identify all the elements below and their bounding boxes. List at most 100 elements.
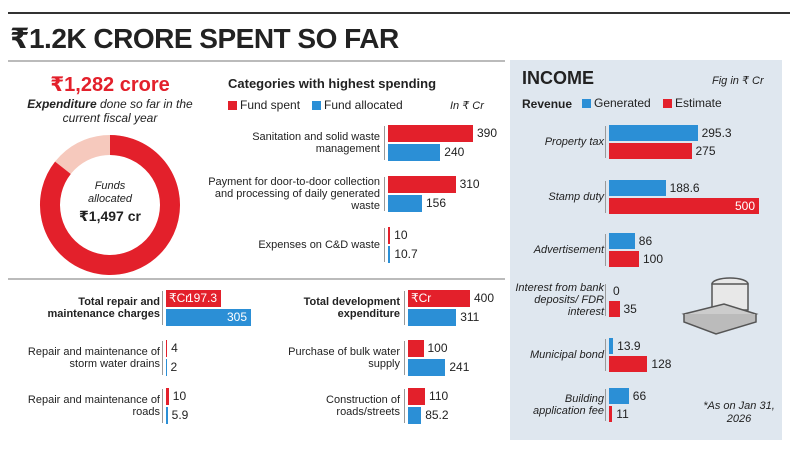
category-label: Expenses on C&D waste [258, 239, 380, 251]
legend-label: Fund spent [240, 98, 301, 112]
bar [609, 143, 692, 159]
separator [162, 291, 163, 325]
panel-income [510, 60, 782, 440]
separator [384, 177, 385, 211]
separator [605, 339, 606, 371]
value-label: 156 [426, 196, 447, 210]
value-label: 5.9 [171, 408, 189, 422]
bar [166, 309, 251, 326]
coins-icon [681, 277, 759, 335]
unit-tag: ₹Cr [169, 291, 190, 305]
chart-title: Categories with highest spending [228, 76, 437, 91]
legend-label: Fund allocated [324, 98, 403, 112]
category-label: Stamp duty [548, 191, 604, 203]
bar [609, 338, 614, 354]
caption-bold: Expenditure [27, 97, 97, 111]
value-label: 10 [172, 389, 187, 403]
value-label: 275 [695, 144, 716, 158]
value-label: 128 [651, 357, 672, 371]
bar [388, 176, 456, 193]
bar [388, 144, 441, 161]
category-label: Total repair and maintenance charges [47, 296, 161, 320]
page-title: ₹1.2K CRORE SPENT SO FAR [10, 23, 399, 54]
separator [605, 181, 606, 213]
bar [609, 251, 639, 267]
separator [404, 341, 405, 375]
bar [408, 388, 426, 405]
unit: In ₹ Cr [450, 100, 484, 112]
caption: Expenditure done so far in the current f… [25, 97, 195, 125]
value-label: 100 [643, 252, 664, 266]
legend-swatch [312, 101, 321, 110]
bar [166, 340, 168, 357]
bar [388, 125, 473, 142]
bar [408, 340, 424, 357]
bar [166, 407, 168, 424]
category-label: Purchase of bulk water supply [288, 346, 400, 370]
note: *As on Jan 31, 2026 [703, 400, 775, 425]
bar [609, 301, 620, 317]
value-label: 4 [171, 341, 178, 355]
income-title: INCOME [522, 68, 594, 88]
panel-bottom-left [8, 278, 505, 440]
value-label: 11 [616, 407, 629, 421]
category-label: Building application fee [533, 393, 604, 417]
value-label: 86 [638, 234, 653, 248]
bar [388, 227, 391, 244]
value-label: 305 [227, 310, 248, 324]
caption-text: done so far in the current fiscal year [62, 97, 193, 125]
separator [162, 389, 163, 423]
panel-top-left [8, 60, 505, 272]
unit-tag: ₹Cr [411, 291, 432, 305]
category-label: Sanitation and solid waste management [252, 131, 380, 155]
legend-swatch [582, 99, 591, 108]
value-label: 13.9 [617, 339, 641, 353]
value-label: 66 [632, 389, 647, 403]
legend-label: Generated [594, 96, 651, 110]
value-label: 35 [623, 302, 637, 316]
center-text: Funds allocated [87, 180, 133, 205]
category-label: Property tax [544, 136, 604, 148]
legend-swatch [663, 99, 672, 108]
legend-title: Revenue [522, 97, 573, 111]
separator [605, 126, 606, 158]
value-label: 10.7 [394, 247, 418, 261]
bar [609, 406, 613, 422]
donut [40, 135, 180, 275]
separator [605, 284, 606, 316]
value-label: 500 [735, 199, 756, 213]
bar [166, 388, 169, 405]
bar [388, 195, 422, 212]
value-label: 311 [460, 310, 480, 324]
separator [404, 291, 405, 325]
value-label: 197.3 [186, 291, 218, 305]
bar [166, 359, 167, 376]
separator [605, 234, 606, 266]
value-label: 241 [449, 360, 470, 374]
bar [609, 233, 635, 249]
allocated-label: ₹1,497 cr [79, 208, 141, 224]
bar [609, 180, 666, 196]
legend-swatch [228, 101, 237, 110]
value-label: 0 [613, 284, 620, 298]
bar [408, 290, 470, 307]
value-label: 85.2 [425, 408, 449, 422]
bar [408, 309, 457, 326]
separator [384, 228, 385, 262]
bar [609, 388, 629, 404]
bar [609, 198, 759, 214]
value-label: 188.6 [669, 181, 700, 195]
value-label: 2 [170, 360, 178, 374]
bar [408, 359, 446, 376]
bar [609, 356, 648, 372]
value-label: 310 [459, 177, 480, 191]
category-label: Construction of roads/streets [326, 394, 400, 418]
value-label: 295.3 [701, 126, 732, 140]
value-label: 390 [477, 126, 498, 140]
separator [605, 389, 606, 421]
separator [162, 341, 163, 375]
spent-label: ₹1,282 crore [50, 74, 170, 96]
value-label: 400 [474, 291, 495, 305]
value-label: 240 [444, 145, 465, 159]
